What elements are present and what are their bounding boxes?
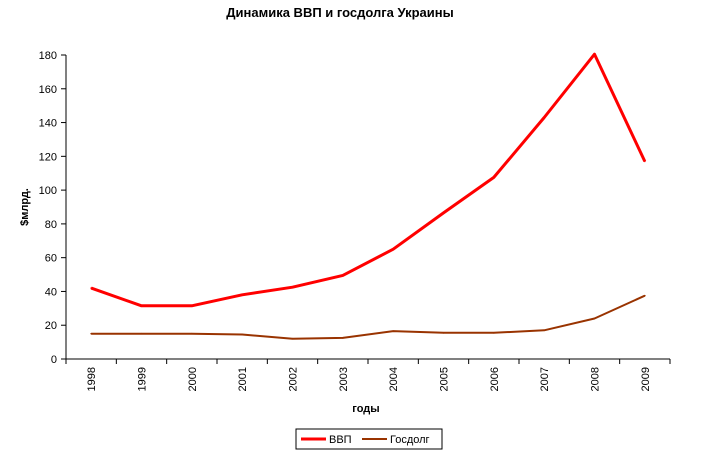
y-tick-label: 180 bbox=[39, 50, 57, 62]
x-tick-label: 2004 bbox=[388, 367, 400, 391]
chart-title: Динамика ВВП и госдолга Украины bbox=[226, 5, 453, 20]
y-tick-label: 100 bbox=[39, 185, 57, 197]
y-tick-label: 80 bbox=[45, 219, 57, 231]
data-point-gdp bbox=[90, 287, 92, 289]
y-tick-label: 40 bbox=[45, 286, 57, 298]
data-point-debt bbox=[291, 337, 294, 340]
x-axis: 1998 1999 2000 2001 2002 2003 2004 2005 2006 2007… bbox=[65, 358, 671, 391]
y-tick-label: 60 bbox=[45, 253, 57, 265]
legend-label-debt: Госдолг bbox=[390, 434, 430, 446]
series-line-gdp bbox=[90, 52, 647, 308]
data-point-gdp bbox=[342, 274, 344, 277]
data-point-gdp bbox=[493, 176, 495, 179]
data-point-gdp bbox=[644, 160, 646, 163]
x-tick-label: 1999 bbox=[137, 367, 149, 391]
y-axis-label: $млрд. bbox=[19, 188, 31, 226]
data-point-gdp bbox=[191, 305, 193, 307]
data-point-debt bbox=[191, 332, 193, 335]
data-point-debt bbox=[593, 317, 596, 320]
x-tick-label: 2000 bbox=[187, 367, 199, 391]
y-tick-label: 20 bbox=[45, 320, 57, 332]
data-point-debt bbox=[392, 330, 394, 332]
data-point-gdp bbox=[442, 212, 445, 214]
data-point-gdp bbox=[241, 294, 243, 296]
x-tick-label: 2001 bbox=[237, 367, 249, 391]
data-point-gdp bbox=[291, 286, 294, 289]
y-tick-label: 160 bbox=[39, 84, 57, 96]
x-tick-label: 2005 bbox=[439, 367, 451, 391]
x-axis-label: годы bbox=[352, 403, 379, 415]
data-point-debt bbox=[493, 332, 495, 334]
data-point-debt bbox=[140, 332, 143, 335]
x-tick-label: 1998 bbox=[86, 367, 98, 391]
legend: ВВП Госдолг bbox=[295, 428, 443, 450]
data-point-debt bbox=[442, 332, 445, 334]
data-point-gdp bbox=[593, 53, 596, 55]
x-tick-label: 2008 bbox=[590, 367, 602, 391]
x-tick-label: 2002 bbox=[288, 367, 300, 391]
x-tick-label: 2007 bbox=[539, 367, 551, 391]
legend-label-gdp: ВВП bbox=[329, 434, 352, 446]
data-point-debt bbox=[90, 332, 92, 335]
data-point-gdp bbox=[140, 305, 143, 307]
data-point-debt bbox=[342, 337, 344, 339]
x-tick-label: 2006 bbox=[489, 367, 501, 391]
x-tick-label: 2003 bbox=[338, 367, 350, 391]
data-point-debt bbox=[644, 294, 646, 297]
data-point-debt bbox=[543, 329, 545, 332]
y-tick-label: 0 bbox=[51, 354, 57, 366]
plot-area bbox=[66, 55, 670, 359]
data-point-debt bbox=[241, 333, 243, 336]
series-line-debt bbox=[91, 294, 646, 340]
y-axis: 0 20 40 60 80 100 120 140 160 180 bbox=[39, 50, 67, 366]
series-layer bbox=[90, 52, 647, 340]
y-tick-label: 140 bbox=[39, 118, 57, 130]
y-tick-label: 120 bbox=[39, 151, 57, 163]
x-tick-label: 2009 bbox=[640, 367, 652, 391]
data-point-gdp bbox=[392, 248, 394, 251]
data-point-gdp bbox=[543, 116, 545, 119]
